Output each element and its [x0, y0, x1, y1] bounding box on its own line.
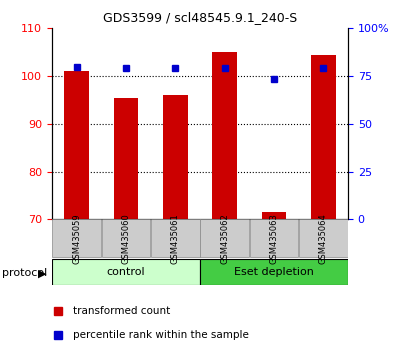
Text: control: control	[107, 267, 145, 277]
Text: ▶: ▶	[38, 268, 46, 278]
Title: GDS3599 / scl48545.9.1_240-S: GDS3599 / scl48545.9.1_240-S	[103, 11, 297, 24]
Text: percentile rank within the sample: percentile rank within the sample	[73, 330, 248, 339]
Bar	[200, 219, 249, 257]
Bar	[299, 219, 348, 257]
Bar	[212, 52, 237, 219]
Text: Eset depletion: Eset depletion	[234, 267, 314, 277]
Text: GSM435064: GSM435064	[319, 213, 328, 264]
Bar	[163, 95, 188, 219]
Text: GSM435061: GSM435061	[171, 213, 180, 264]
Text: GSM435059: GSM435059	[72, 213, 81, 264]
Text: GSM435063: GSM435063	[270, 213, 278, 264]
Bar	[64, 72, 89, 219]
Bar	[311, 55, 336, 219]
Bar	[114, 98, 138, 219]
Bar	[200, 259, 348, 285]
Bar	[52, 259, 200, 285]
Bar	[262, 212, 286, 219]
Text: GSM435062: GSM435062	[220, 213, 229, 264]
Text: GSM435060: GSM435060	[122, 213, 130, 264]
Bar	[102, 219, 150, 257]
Text: protocol: protocol	[2, 268, 47, 278]
Bar	[52, 219, 101, 257]
Bar	[250, 219, 298, 257]
Text: transformed count: transformed count	[73, 306, 170, 316]
Bar	[151, 219, 200, 257]
